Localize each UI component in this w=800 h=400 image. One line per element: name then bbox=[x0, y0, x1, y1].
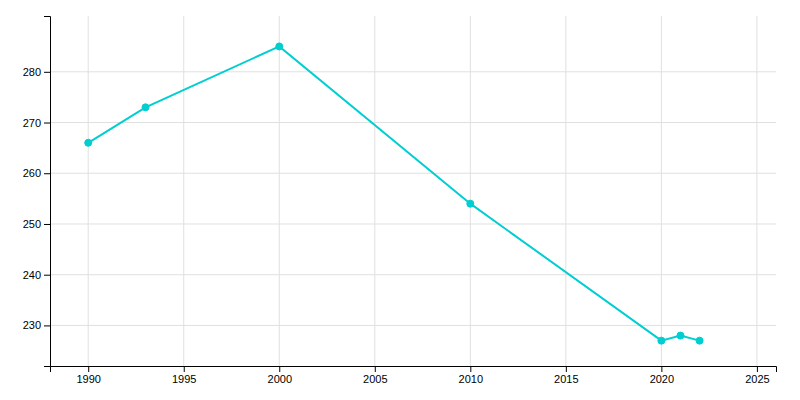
x-axis-tick: 2015 bbox=[554, 366, 578, 385]
x-axis-line bbox=[51, 367, 777, 373]
x-axis-tick-mark bbox=[661, 366, 662, 372]
grid-line-x bbox=[756, 16, 757, 366]
x-axis-tick: 2010 bbox=[459, 366, 483, 385]
plot-area bbox=[85, 43, 703, 344]
grid-line-y bbox=[50, 71, 776, 72]
grid-line-x bbox=[565, 16, 566, 366]
x-axis-tick-label: 2005 bbox=[363, 373, 387, 385]
y-axis-tick: 270 bbox=[23, 117, 50, 129]
point bbox=[142, 104, 149, 111]
y-axis-tick-label: 280 bbox=[23, 66, 41, 78]
x-axis-tick: 1995 bbox=[172, 366, 196, 385]
x-axis-tick-mark bbox=[88, 366, 89, 372]
grid-line-y bbox=[50, 173, 776, 174]
x-axis: 1990 1995 2000 2005 2010 2015 2020 2025 bbox=[51, 366, 777, 385]
x-axis-tick-mark bbox=[757, 366, 758, 372]
y-axis-tick-label: 260 bbox=[23, 167, 41, 179]
y-axis-tick: 240 bbox=[23, 269, 50, 281]
line bbox=[88, 46, 699, 340]
y-axis-tick-mark bbox=[44, 72, 50, 73]
y-axis-line bbox=[44, 17, 51, 367]
x-axis-tick-mark bbox=[470, 366, 471, 372]
grid-line-x bbox=[661, 16, 662, 366]
y-axis-tick: 230 bbox=[23, 319, 50, 331]
grid-line-y bbox=[50, 274, 776, 275]
grid-line-x bbox=[279, 16, 280, 366]
x-axis-tick-label: 2010 bbox=[459, 373, 483, 385]
grid-line-x bbox=[374, 16, 375, 366]
x-axis-tick: 2005 bbox=[363, 366, 387, 385]
y-axis: 230 240 250 260 270 280 bbox=[23, 17, 51, 367]
grid-line-x bbox=[183, 16, 184, 366]
x-axis-tick-mark bbox=[279, 366, 280, 372]
grid-line-y bbox=[50, 325, 776, 326]
y-axis-tick-label: 250 bbox=[23, 218, 41, 230]
grid-line-y bbox=[50, 122, 776, 123]
chart: 1990 1995 2000 2005 2010 2015 2020 2025 230 240 25… bbox=[0, 0, 800, 400]
x-axis-tick-mark bbox=[566, 366, 567, 372]
x-axis-tick: 1990 bbox=[76, 366, 100, 385]
grid-line-x bbox=[88, 16, 89, 366]
y-axis-tick-mark bbox=[44, 325, 50, 326]
y-axis-tick: 280 bbox=[23, 66, 50, 78]
y-axis-tick-label: 240 bbox=[23, 269, 41, 281]
x-axis-tick-mark bbox=[184, 366, 185, 372]
y-axis-tick-mark bbox=[44, 224, 50, 225]
point bbox=[677, 332, 684, 339]
x-axis-tick-label: 2000 bbox=[268, 373, 292, 385]
x-axis-tick-mark bbox=[375, 366, 376, 372]
x-axis-tick-label: 2020 bbox=[650, 373, 674, 385]
y-axis-tick-mark bbox=[44, 275, 50, 276]
y-axis-tick: 260 bbox=[23, 167, 50, 179]
y-axis-tick-mark bbox=[44, 123, 50, 124]
x-axis-tick-label: 1995 bbox=[172, 373, 196, 385]
x-axis-tick: 2020 bbox=[650, 366, 674, 385]
x-axis-tick-label: 2025 bbox=[745, 373, 769, 385]
point bbox=[276, 43, 283, 50]
point bbox=[85, 139, 92, 146]
grid-line-y bbox=[50, 223, 776, 224]
x-axis-tick-label: 2015 bbox=[554, 373, 578, 385]
y-axis-tick: 250 bbox=[23, 218, 50, 230]
point bbox=[658, 337, 665, 344]
point bbox=[696, 337, 703, 344]
x-axis-tick-label: 1990 bbox=[76, 373, 100, 385]
point bbox=[467, 200, 474, 207]
x-axis-tick: 2000 bbox=[268, 366, 292, 385]
y-axis-tick-label: 270 bbox=[23, 117, 41, 129]
y-axis-tick-mark bbox=[44, 173, 50, 174]
x-axis-tick: 2025 bbox=[745, 366, 769, 385]
grid-line-x bbox=[470, 16, 471, 366]
y-axis-tick-label: 230 bbox=[23, 319, 41, 331]
grid bbox=[50, 16, 776, 366]
